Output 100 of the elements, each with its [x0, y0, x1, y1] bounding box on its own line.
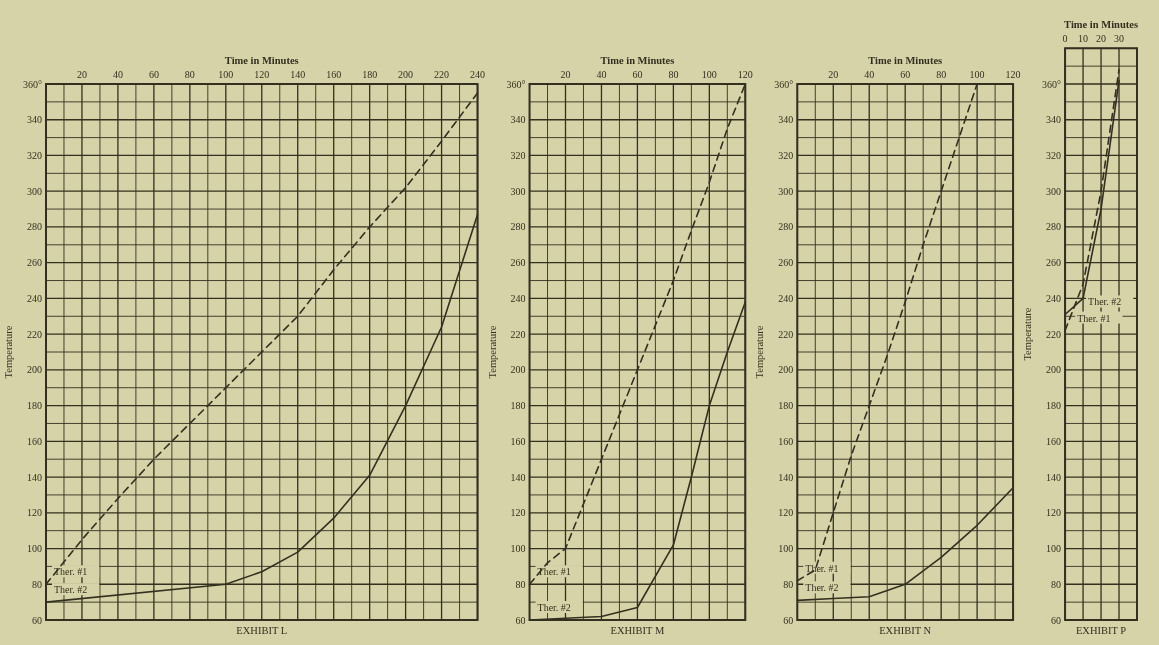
- y-tick-label: 220: [510, 328, 526, 340]
- y-tick-label: 120: [510, 507, 526, 519]
- x-tick-label: 10: [1078, 33, 1089, 45]
- x-tick-label: 80: [668, 69, 679, 80]
- y-tick-label: 180: [27, 400, 42, 412]
- x-tick-label: 120: [737, 69, 753, 80]
- y-tick-label: 340: [27, 114, 42, 126]
- y-tick-label: 340: [778, 114, 794, 126]
- y-tick-label: 200: [510, 364, 526, 376]
- x-tick-label: 20: [1096, 33, 1107, 45]
- y-tick-label: 100: [27, 543, 42, 555]
- y-tick-label: 120: [1046, 507, 1062, 519]
- y-tick-label: 100: [1046, 543, 1062, 555]
- x-tick-label: 30: [1114, 33, 1125, 45]
- y-tick-label: 80: [515, 578, 526, 590]
- x-tick-label: 40: [596, 69, 607, 80]
- y-tick-label: 360°: [774, 78, 794, 90]
- y-tick-label: 360°: [23, 78, 42, 90]
- y-axis-title: Temperature: [1022, 307, 1034, 361]
- y-tick-label: 300: [1046, 185, 1062, 197]
- x-axis-title: Time in Minutes: [868, 55, 943, 66]
- x-tick-label: 60: [632, 69, 643, 80]
- y-tick-label: 240: [27, 292, 42, 304]
- y-tick-label: 300: [510, 185, 526, 197]
- y-tick-label: 300: [778, 185, 794, 197]
- x-tick-label: 20: [828, 69, 839, 80]
- x-axis-title: Time in Minutes: [224, 55, 299, 66]
- y-tick-label: 180: [1046, 400, 1062, 412]
- y-tick-label: 280: [510, 221, 526, 233]
- y-tick-label: 200: [27, 364, 42, 376]
- y-tick-label: 60: [783, 614, 794, 626]
- x-tick-label: 240: [470, 69, 486, 80]
- x-tick-label: 0: [1062, 33, 1068, 45]
- x-tick-label: 160: [326, 69, 342, 80]
- y-tick-label: 260: [27, 257, 42, 269]
- y-tick-label: 60: [1051, 614, 1062, 626]
- series-label: Ther. #2: [805, 582, 839, 594]
- y-tick-label: 240: [778, 292, 794, 304]
- x-tick-label: 80: [184, 69, 195, 80]
- y-tick-label: 80: [1051, 578, 1062, 590]
- y-tick-label: 200: [1046, 364, 1062, 376]
- y-tick-label: 80: [783, 578, 794, 590]
- y-tick-label: 320: [778, 149, 794, 161]
- y-tick-label: 280: [1046, 221, 1062, 233]
- y-tick-label: 180: [510, 400, 526, 412]
- y-tick-label: 340: [1046, 114, 1062, 126]
- y-tick-label: 120: [778, 507, 794, 519]
- y-tick-label: 140: [27, 471, 42, 483]
- y-tick-label: 200: [778, 364, 794, 376]
- x-tick-label: 100: [218, 69, 234, 80]
- y-tick-label: 140: [510, 471, 526, 483]
- x-axis-title: Time in Minutes: [600, 55, 675, 66]
- y-tick-label: 220: [1046, 328, 1062, 340]
- x-tick-label: 60: [148, 69, 159, 80]
- y-tick-label: 140: [778, 471, 794, 483]
- x-tick-label: 220: [434, 69, 450, 80]
- y-tick-label: 160: [510, 435, 526, 447]
- y-axis-title: Temperature: [754, 325, 766, 379]
- text: EXHIBIT L: [236, 625, 288, 636]
- x-tick-label: 100: [969, 69, 985, 80]
- x-tick-label: 20: [76, 69, 87, 80]
- x-tick-label: 100: [701, 69, 717, 80]
- x-tick-label: 20: [560, 69, 571, 80]
- y-tick-label: 60: [515, 614, 526, 626]
- y-tick-label: 220: [27, 328, 42, 340]
- series-label: Ther. #2: [537, 602, 571, 613]
- y-tick-label: 240: [510, 292, 526, 304]
- x-tick-label: 120: [1005, 69, 1021, 80]
- y-tick-label: 280: [27, 221, 42, 233]
- y-tick-label: 60: [32, 614, 42, 626]
- text: EXHIBIT P: [1075, 625, 1127, 636]
- y-axis-title: Temperature: [3, 325, 14, 379]
- x-tick-label: 80: [936, 69, 947, 80]
- series-label: Ther. #1: [805, 562, 839, 574]
- y-tick-label: 80: [32, 578, 42, 590]
- y-tick-label: 100: [778, 543, 794, 555]
- y-tick-label: 300: [27, 185, 42, 197]
- x-tick-label: 120: [254, 69, 270, 80]
- y-tick-label: 160: [27, 435, 42, 447]
- x-axis-title: Time in Minutes: [1064, 19, 1138, 31]
- series-label: Ther. #2: [1088, 296, 1122, 308]
- series-label: Ther. #1: [1077, 312, 1111, 324]
- y-tick-label: 360°: [1042, 78, 1062, 90]
- y-tick-label: 160: [778, 435, 794, 447]
- y-tick-label: 260: [778, 257, 794, 269]
- x-tick-label: 140: [290, 69, 306, 80]
- y-tick-label: 140: [1046, 471, 1062, 483]
- y-tick-label: 280: [778, 221, 794, 233]
- x-tick-label: 60: [900, 69, 911, 80]
- series-label: Ther. #2: [54, 584, 88, 596]
- y-tick-label: 340: [510, 114, 526, 126]
- x-tick-label: 180: [362, 69, 378, 80]
- y-tick-label: 160: [1046, 435, 1062, 447]
- x-tick-label: 40: [112, 69, 123, 80]
- y-tick-label: 320: [510, 149, 526, 161]
- y-tick-label: 220: [778, 328, 794, 340]
- y-tick-label: 260: [1046, 257, 1062, 269]
- text: EXHIBIT M: [610, 625, 665, 636]
- y-tick-label: 240: [1046, 292, 1062, 304]
- y-tick-label: 180: [778, 400, 794, 412]
